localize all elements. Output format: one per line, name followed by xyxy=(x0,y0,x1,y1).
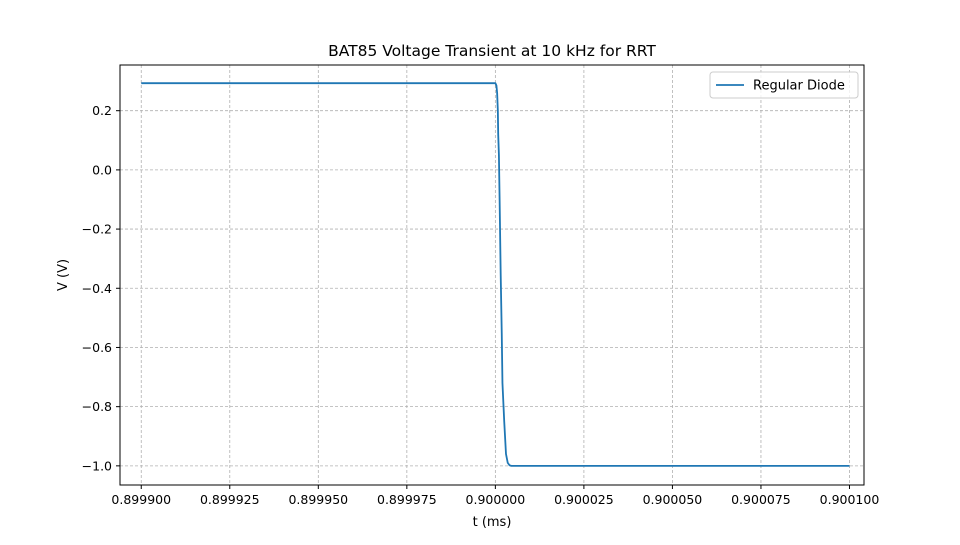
legend: Regular Diode xyxy=(709,71,859,99)
y-tick-label: −0.2 xyxy=(82,222,112,237)
chart-title: BAT85 Voltage Transient at 10 kHz for RR… xyxy=(328,42,656,60)
y-axis-label: V (V) xyxy=(56,259,71,291)
tick-layer: 0.899900 0.899925 0.899950 0.899975 0.900000… xyxy=(82,103,880,507)
series-line-regular-diode xyxy=(141,82,850,467)
x-tick-label: 0.900025 xyxy=(554,492,614,507)
y-tick-label: −0.8 xyxy=(82,399,112,414)
y-tick-label: −1.0 xyxy=(82,458,112,473)
y-tick-label: 0.2 xyxy=(92,103,112,118)
x-tick-label: 0.899900 xyxy=(111,492,171,507)
x-axis-label: t (ms) xyxy=(473,515,512,530)
x-tick-label: 0.899925 xyxy=(200,492,260,507)
x-tick-label: 0.900075 xyxy=(731,492,791,507)
y-tick-label: 0.0 xyxy=(92,162,112,177)
series-layer xyxy=(141,82,850,467)
legend-label-regular-diode: Regular Diode xyxy=(753,79,845,94)
x-tick-label: 0.899975 xyxy=(377,492,437,507)
plot-frame xyxy=(119,64,865,486)
x-tick-label: 0.900050 xyxy=(643,492,703,507)
x-tick-label: 0.900100 xyxy=(820,492,880,507)
x-tick-label: 0.900000 xyxy=(466,492,526,507)
y-tick-label: −0.4 xyxy=(82,281,112,296)
y-tick-label: −0.6 xyxy=(82,340,112,355)
legend-box xyxy=(709,71,859,99)
x-tick-label: 0.899950 xyxy=(288,492,348,507)
